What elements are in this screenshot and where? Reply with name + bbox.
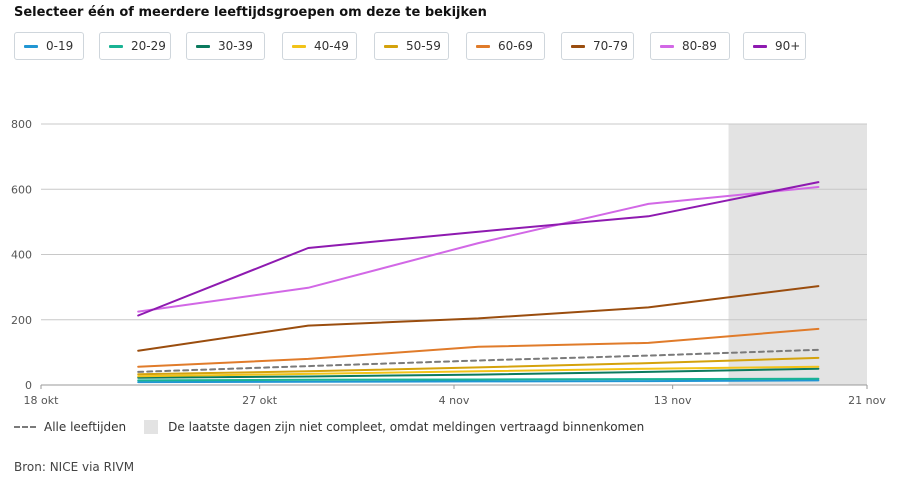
filter-label: 90+: [775, 39, 801, 53]
filter-90-plus-button[interactable]: 90+: [743, 32, 806, 60]
x-tick-label: 21 nov: [848, 394, 886, 407]
filter-label: 0-19: [46, 39, 74, 53]
x-tick-label: 27 okt: [242, 394, 278, 407]
y-tick-label: 400: [11, 249, 32, 262]
filter-label: 20-29: [131, 39, 166, 53]
filter-0-19-button[interactable]: 0-19: [14, 32, 84, 60]
series-line-0-19: [137, 379, 820, 384]
series-swatch: [660, 44, 674, 48]
filter-20-29-button[interactable]: 20-29: [99, 32, 171, 60]
chart-footer-legend: Alle leeftijden De laatste dagen zijn ni…: [14, 420, 644, 434]
y-tick-label: 0: [25, 379, 32, 392]
series-line-80-89: [137, 186, 820, 313]
series-line-40-49: [137, 365, 820, 378]
series-swatch: [292, 44, 306, 48]
series-line-30-39: [137, 367, 820, 379]
series-swatch: [24, 44, 38, 48]
series-line-alle-leeftijden: [137, 348, 820, 373]
x-tick-label: 13 nov: [654, 394, 692, 407]
x-tick-label: 4 nov: [439, 394, 470, 407]
filter-30-39-button[interactable]: 30-39: [186, 32, 265, 60]
legend-all-ages: Alle leeftijden: [44, 420, 127, 434]
incomplete-area-sample: [144, 420, 159, 434]
filter-label: 70-79: [593, 39, 628, 53]
series-line-60-69: [137, 327, 820, 368]
filter-80-89-button[interactable]: 80-89: [650, 32, 730, 60]
x-tick-label: 18 okt: [24, 394, 60, 407]
y-tick-label: 200: [11, 314, 32, 327]
line-chart: 0 200 400 600 800 18 okt 27 okt 4 nov 13 nov 21 n…: [11, 118, 886, 407]
series-swatch: [196, 44, 210, 48]
series-swatch: [753, 44, 767, 48]
filter-40-49-button[interactable]: 40-49: [282, 32, 357, 60]
filter-70-79-button[interactable]: 70-79: [561, 32, 634, 60]
legend-incomplete-note: De laatste dagen zijn niet compleet, omd…: [168, 420, 645, 434]
filter-label: 50-59: [406, 39, 441, 53]
y-tick-label: 600: [11, 183, 32, 196]
series-line-50-59: [137, 356, 820, 376]
series-swatch: [109, 44, 123, 48]
filter-label: 30-39: [218, 39, 253, 53]
series-line-90-plus: [137, 181, 820, 317]
source-note: Bron: NICE via RIVM: [14, 460, 135, 474]
filter-label: 80-89: [682, 39, 717, 53]
chart-heading: Selecteer één of meerdere leeftijdsgroep…: [14, 5, 487, 20]
series-swatch: [571, 44, 585, 48]
filter-label: 60-69: [498, 39, 533, 53]
filter-50-59-button[interactable]: 50-59: [374, 32, 449, 60]
series-swatch: [476, 44, 490, 48]
y-tick-label: 800: [11, 118, 32, 131]
series-line-20-29: [137, 377, 820, 382]
filter-60-69-button[interactable]: 60-69: [466, 32, 545, 60]
series-line-70-79: [137, 285, 820, 352]
series-swatch: [384, 44, 398, 48]
filter-label: 40-49: [314, 39, 349, 53]
dashed-line-sample: [14, 426, 36, 428]
